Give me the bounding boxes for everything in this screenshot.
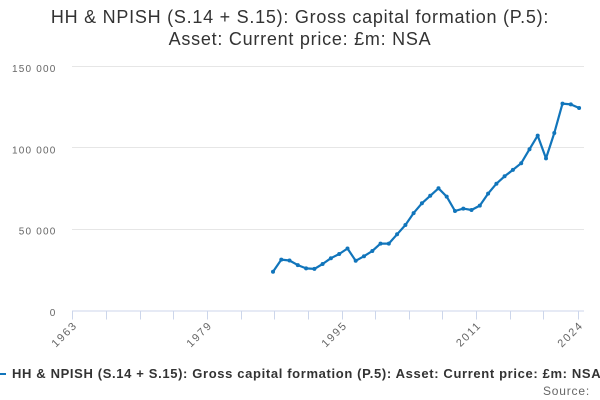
svg-text:0: 0 (50, 308, 57, 319)
svg-text:2011: 2011 (454, 319, 484, 349)
svg-text:1979: 1979 (185, 319, 216, 350)
svg-text:1995: 1995 (320, 319, 351, 350)
svg-text:150 000: 150 000 (12, 64, 57, 75)
svg-text:50 000: 50 000 (19, 227, 57, 238)
svg-text:100 000: 100 000 (12, 145, 57, 156)
svg-text:2024: 2024 (556, 319, 587, 350)
svg-text:1963: 1963 (50, 319, 81, 350)
